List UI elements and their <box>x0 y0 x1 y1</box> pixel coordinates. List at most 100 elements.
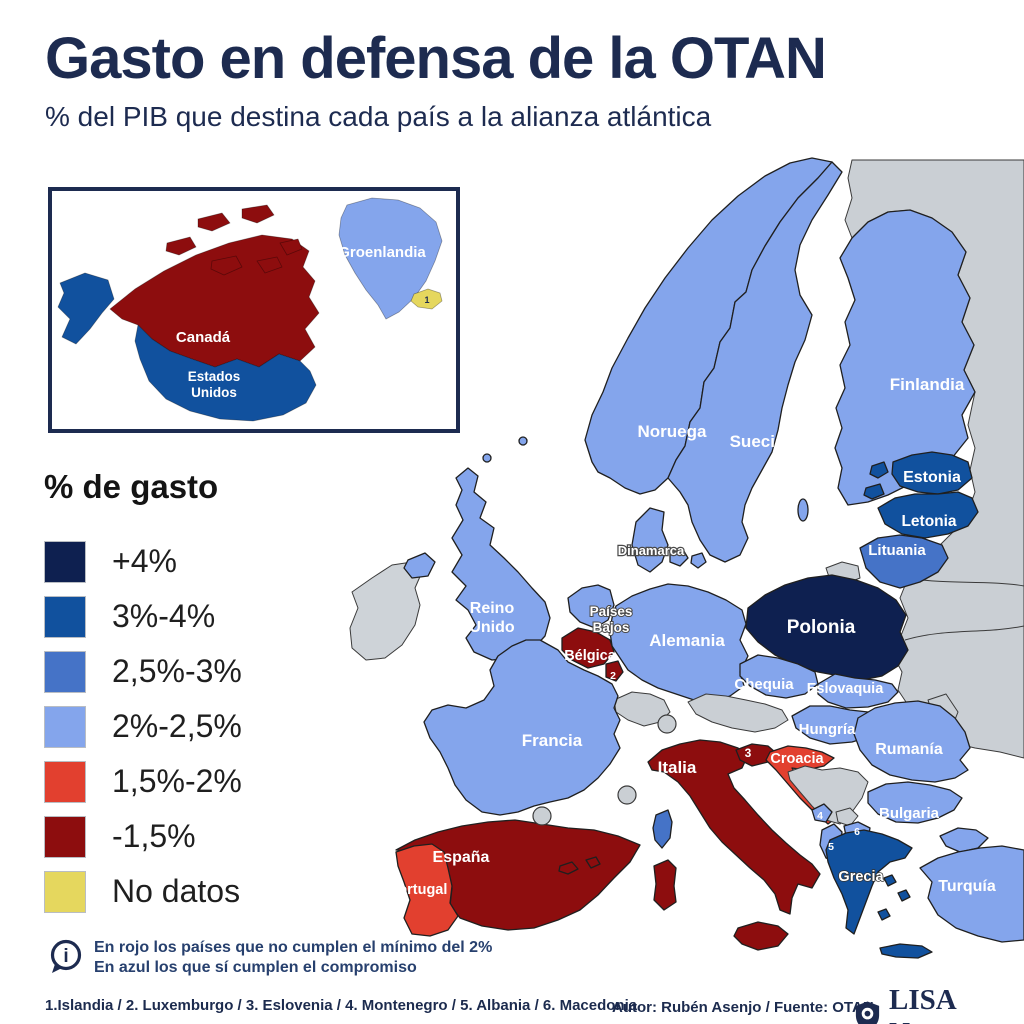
label-noruega: Noruega <box>638 422 708 441</box>
legend-item-2-25: 2%-2,5% <box>44 699 364 754</box>
microstate-monaco <box>617 785 637 805</box>
country-montenegro <box>811 803 833 823</box>
label-suecia: Suecia <box>730 432 785 451</box>
region-turkish-thrace <box>939 827 989 853</box>
label-paises-bajos-2: Bajos <box>593 620 630 635</box>
label-reino-unido-2: Unido <box>469 619 515 636</box>
label-num-macedonia: 6 <box>854 826 860 838</box>
legend-heading: % de gasto <box>44 468 219 505</box>
label-estonia: Estonia <box>903 469 961 486</box>
label-paises-bajos-1: Países <box>590 604 633 619</box>
legend-swatch-3-4 <box>44 595 86 638</box>
country-luxembourg <box>605 660 624 682</box>
country-austria <box>687 693 789 733</box>
label-num-albania: 5 <box>828 841 834 853</box>
microstate-andorra <box>532 806 552 826</box>
notes: i En rojo los países que no cumplen el m… <box>48 938 492 978</box>
country-france <box>423 639 621 816</box>
country-poland <box>745 574 909 681</box>
label-alemania: Alemania <box>649 631 725 650</box>
legend-label-25-3: 2,5%-3% <box>112 653 242 689</box>
legend-item-plus4: +4% <box>44 534 364 589</box>
label-num-islandia: 1 <box>424 295 429 305</box>
country-denmark <box>631 507 669 573</box>
lisa-crest-icon <box>855 1001 880 1024</box>
label-lituania: Lituania <box>868 542 926 559</box>
legend-swatch-25-3 <box>44 650 86 693</box>
label-num-montenegro: 4 <box>817 810 823 822</box>
page-subtitle: % del PIB que destina cada país a la ali… <box>45 100 712 132</box>
legend-item-nodata: No datos <box>44 864 364 919</box>
country-latvia <box>877 491 979 539</box>
legend-swatch-nodata <box>44 870 86 913</box>
label-canada: Canadá <box>176 329 231 346</box>
label-unidos: Unidos <box>191 385 237 400</box>
microstate-liechtenstein <box>657 714 677 734</box>
info-icon: i <box>50 939 82 973</box>
label-turquia: Turquía <box>938 878 996 895</box>
legend-swatch-plus4 <box>44 540 86 583</box>
country-portugal <box>395 843 459 937</box>
island-sicily <box>733 921 789 951</box>
label-num-luxemburgo: 2 <box>610 670 616 682</box>
label-dinamarca: Dinamarca <box>618 543 685 558</box>
country-romania <box>853 700 971 783</box>
country-sweden <box>667 161 843 563</box>
legend-label-minus15: -1,5% <box>112 818 196 854</box>
label-hungria: Hungría <box>799 721 856 738</box>
label-estados: Estados <box>188 369 241 384</box>
label-chequia: Chequia <box>734 676 794 693</box>
country-germany <box>609 583 749 703</box>
svg-text:i: i <box>63 946 68 967</box>
header: Gasto en defensa de la OTAN % del PIB qu… <box>45 26 995 133</box>
canada-arctic-islands <box>165 204 303 276</box>
legend-swatch-minus15 <box>44 815 86 858</box>
legend-item-15-2: 1,5%-2% <box>44 754 364 809</box>
country-bulgaria <box>867 781 963 824</box>
label-reino-unido-1: Reino <box>470 600 515 617</box>
country-lithuania <box>859 534 949 589</box>
danish-islands <box>669 547 707 569</box>
label-finlandia: Finlandia <box>890 375 965 394</box>
country-iceland <box>410 288 443 310</box>
country-turkey <box>919 845 1024 943</box>
page-title: Gasto en defensa de la OTAN <box>45 26 827 91</box>
country-finland <box>834 209 976 506</box>
country-usa <box>134 324 317 422</box>
legend-item-25-3: 2,5%-3% <box>44 644 364 699</box>
country-netherlands <box>567 584 615 629</box>
country-belgium <box>561 627 615 669</box>
inset-map-svg: Groenlandia Canadá Estados Unidos 1 <box>57 197 443 422</box>
island-gotland <box>797 498 809 522</box>
legend: % de gasto +4% 3%-4% 2,5%-3% 2%-2,5% 1,5… <box>44 468 364 919</box>
islands-aegean <box>877 874 911 921</box>
label-belgica: Bélgica <box>564 648 617 664</box>
legend-label-15-2: 1,5%-2% <box>112 763 242 799</box>
label-grecia: Grecia <box>838 869 884 885</box>
legend-swatch-2-25 <box>44 705 86 748</box>
country-estonia <box>891 451 973 495</box>
region-alaska <box>57 272 115 345</box>
brand: LISA News <box>852 984 1024 1024</box>
island-crete <box>879 943 933 959</box>
legend-label-nodata: No datos <box>112 873 241 909</box>
label-rumania: Rumanía <box>875 741 943 758</box>
label-portugal: Portugal <box>389 882 448 898</box>
legend-swatch-15-2 <box>44 760 86 803</box>
label-groenlandia: Groenlandia <box>338 244 426 261</box>
region-northern-ireland <box>403 552 436 579</box>
region-kosovo-gray <box>835 807 859 827</box>
note-line-1: En rojo los países que no cumplen el mín… <box>94 939 493 956</box>
legend-item-3-4: 3%-4% <box>44 589 364 644</box>
legend-label-plus4: +4% <box>112 543 177 579</box>
label-croacia: Croacia <box>770 751 824 767</box>
island-sardinia <box>653 859 677 911</box>
island-saaremaa <box>863 461 889 500</box>
label-francia: Francia <box>522 731 583 750</box>
legend-item-minus15: -1,5% <box>44 809 364 864</box>
label-eslovaquia: Eslovaquia <box>807 681 884 697</box>
label-polonia: Polonia <box>787 617 856 638</box>
notes-text: En rojo los países que no cumplen el mín… <box>94 938 492 978</box>
